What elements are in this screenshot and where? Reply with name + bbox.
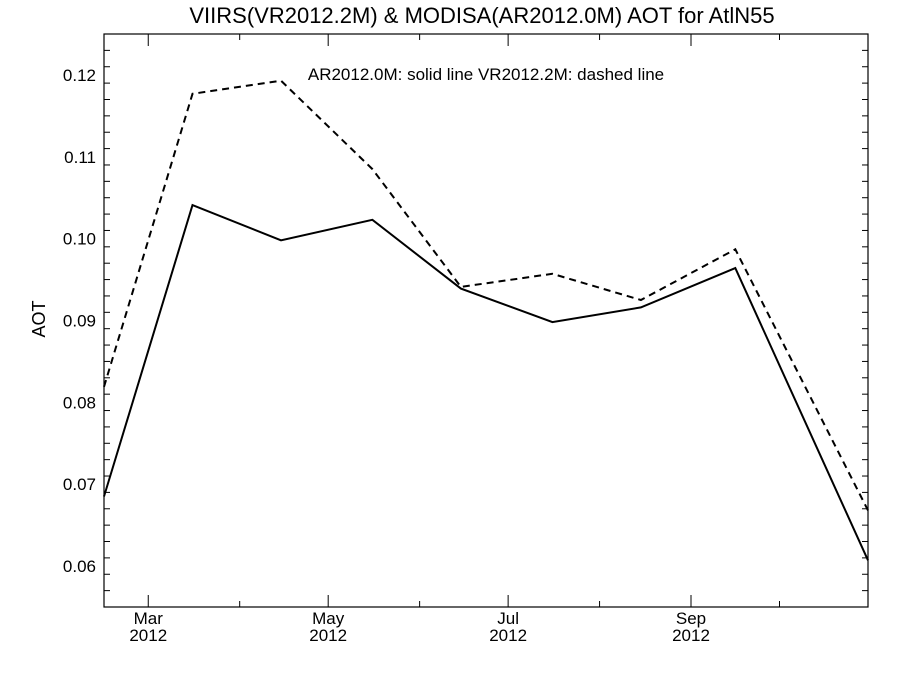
y-axis-ticks: 0.06 0.07 0.08 0.09 0.10 0.11 0.12 [63, 33, 868, 608]
x-tick-label-year: 2012 [489, 626, 527, 645]
chart-title: VIIRS(VR2012.2M) & MODISA(AR2012.0M) AOT… [189, 3, 774, 28]
y-tick-label: 0.10 [63, 230, 96, 249]
y-tick-label: 0.08 [63, 393, 96, 412]
x-tick-label-month: Sep [676, 609, 706, 628]
plot-frame [103, 33, 869, 608]
x-tick-label-year: 2012 [129, 626, 167, 645]
series-line-solid [103, 203, 869, 561]
y-tick-label: 0.11 [64, 148, 96, 167]
x-tick-label-year: 2012 [309, 626, 347, 645]
y-tick-label: 0.12 [63, 66, 96, 85]
x-tick-label-month: Mar [134, 609, 164, 628]
y-tick-label: 0.06 [63, 557, 96, 576]
x-tick-label-month: Jul [497, 609, 519, 628]
chart-annotation: AR2012.0M: solid line VR2012.2M: dashed … [308, 65, 664, 84]
x-tick-label-month: May [312, 609, 345, 628]
y-axis-label: AOT [29, 300, 49, 337]
y-tick-label: 0.09 [63, 312, 96, 331]
y-tick-label: 0.07 [63, 475, 96, 494]
series-line-dashed [103, 79, 869, 511]
series-lines [103, 79, 869, 561]
x-tick-label-year: 2012 [672, 626, 710, 645]
